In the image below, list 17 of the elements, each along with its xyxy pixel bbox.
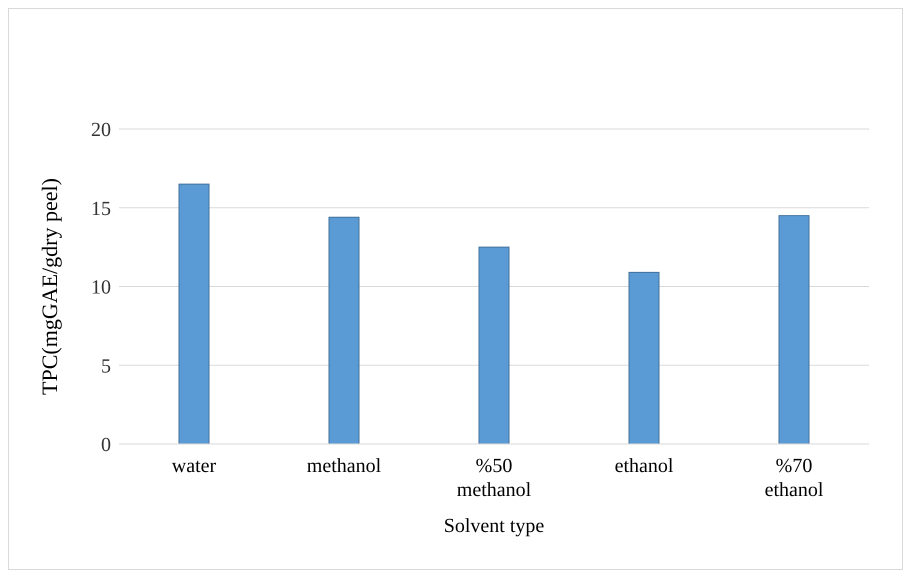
x-axis-title: Solvent type <box>444 515 544 537</box>
bar <box>478 246 510 444</box>
y-tick-label: 20 <box>91 119 111 142</box>
x-tick-label: water <box>172 455 217 477</box>
x-tick-label: %50 methanol <box>456 455 532 501</box>
x-tick-label: methanol <box>306 455 382 477</box>
y-tick-label: 5 <box>101 355 111 378</box>
y-tick-label: 10 <box>91 276 111 299</box>
y-tick-label: 0 <box>101 434 111 456</box>
bar <box>178 184 210 444</box>
y-tick-label: 15 <box>91 198 111 220</box>
bar <box>628 272 660 444</box>
x-tick-label: %70 ethanol <box>764 455 824 501</box>
bar <box>778 215 810 444</box>
bar <box>328 216 360 444</box>
y-axis-title: TPC(mgGAE/gdry peel) <box>36 178 62 395</box>
x-tick-label: ethanol <box>614 455 674 477</box>
